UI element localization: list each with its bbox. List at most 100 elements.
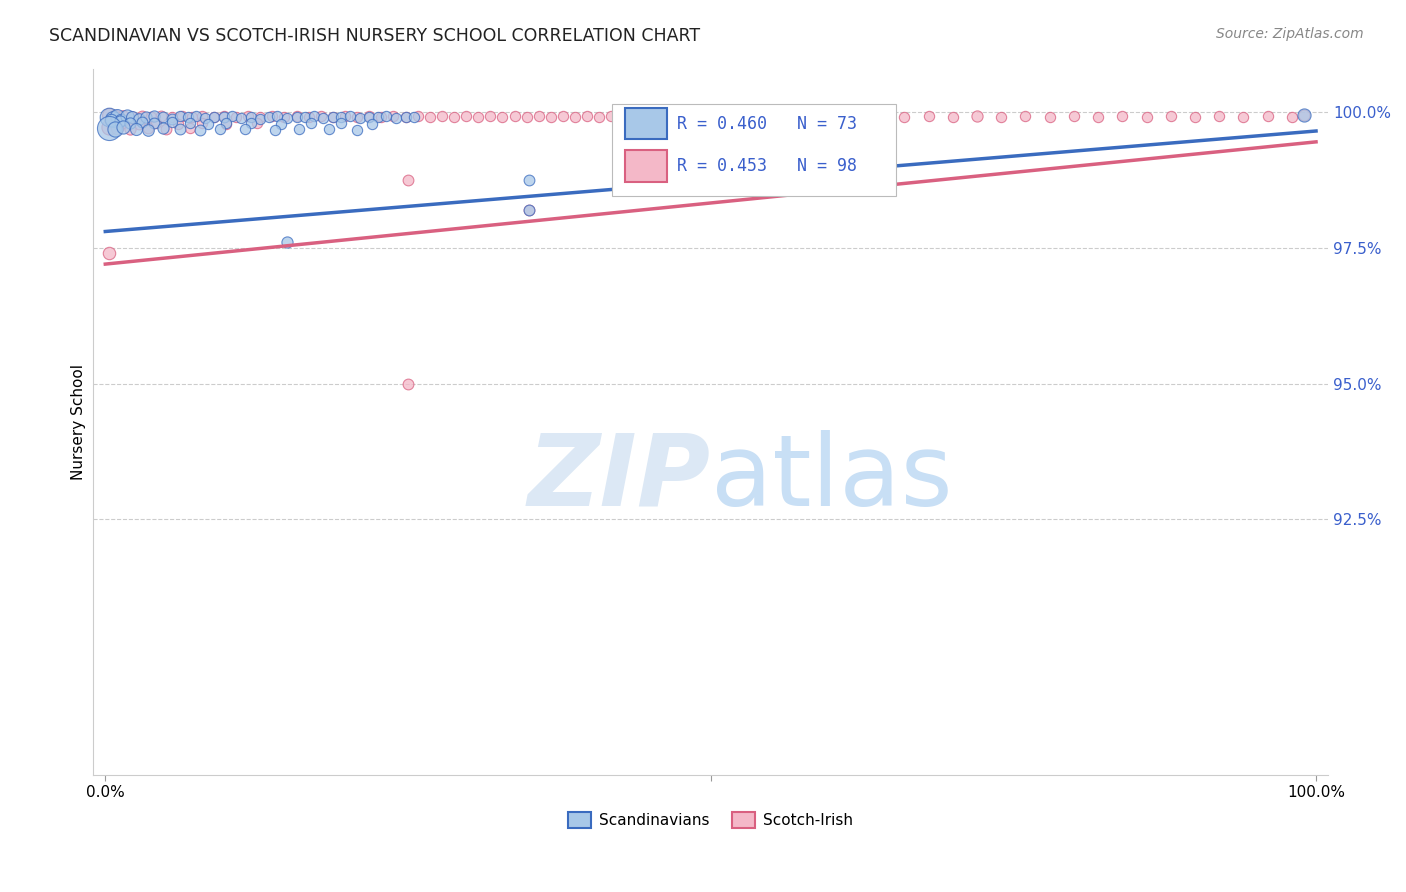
Point [624,109,647,123]
Point [136,121,159,136]
Point [346,111,368,125]
Point [772,109,794,123]
Y-axis label: Nursery School: Nursery School [72,364,86,480]
Point [1014,109,1036,123]
Point [202,111,225,125]
Point [966,109,988,123]
Point [97,246,120,260]
Point [360,117,382,131]
Point [893,111,915,125]
Point [869,109,891,123]
Point [1208,109,1230,123]
Point [121,111,143,125]
Point [1087,111,1109,125]
Point [322,110,344,124]
Point [169,109,191,123]
Point [179,121,201,136]
Point [699,109,721,123]
Point [808,111,831,125]
Point [238,109,260,123]
Point [184,109,207,123]
Point [516,111,538,125]
Point [145,116,167,130]
Point [467,111,489,125]
Point [367,111,389,125]
Point [1281,111,1303,125]
Point [349,111,371,125]
Point [1111,109,1133,123]
FancyBboxPatch shape [626,151,668,182]
Point [97,120,120,135]
Point [288,121,311,136]
Point [128,117,150,131]
Point [197,117,219,131]
Legend: Scandinavians, Scotch-Irish: Scandinavians, Scotch-Irish [562,806,859,834]
Point [845,111,868,125]
Point [394,110,416,124]
Point [724,109,747,123]
Point [257,111,280,125]
Point [121,111,143,125]
Point [212,109,235,123]
Point [402,111,425,125]
Point [551,109,574,123]
Point [97,108,120,122]
Point [104,109,127,123]
Point [124,121,146,136]
Point [152,121,174,136]
Point [517,173,540,187]
Point [239,116,262,130]
Point [276,235,298,250]
Point [942,111,965,125]
Point [193,111,215,125]
Point [396,376,419,391]
Point [160,112,183,126]
Point [262,109,284,123]
Point [215,116,238,130]
Point [312,111,335,125]
Point [100,115,122,129]
Point [517,202,540,217]
Text: SCANDINAVIAN VS SCOTCH-IRISH NURSERY SCHOOL CORRELATION CHART: SCANDINAVIAN VS SCOTCH-IRISH NURSERY SCH… [49,27,700,45]
Point [675,109,697,123]
Point [394,111,416,125]
Point [540,111,562,125]
Point [273,111,295,125]
Point [456,109,478,123]
Point [136,123,159,137]
Point [1292,108,1315,122]
Point [294,111,316,125]
Point [309,109,332,123]
Point [419,111,441,125]
Point [270,117,292,131]
Point [527,109,550,123]
Point [181,111,204,125]
Point [188,123,211,137]
Point [115,109,138,123]
Point [648,109,671,123]
Point [318,122,340,136]
Point [688,111,710,125]
Point [503,109,526,123]
Point [101,112,124,126]
Point [637,111,659,125]
Point [339,109,361,123]
Point [370,111,392,125]
Point [221,109,243,123]
Point [796,109,818,123]
Point [135,110,157,124]
Text: atlas: atlas [710,430,952,526]
Point [112,116,135,130]
Point [333,109,356,123]
Point [131,115,153,129]
Text: ZIP: ZIP [527,430,710,526]
Point [761,111,783,125]
Point [246,116,269,130]
Point [97,111,120,125]
Point [576,109,599,123]
Point [215,117,238,131]
Point [785,111,807,125]
Text: R = 0.460   N = 73: R = 0.460 N = 73 [678,114,858,133]
Point [588,111,610,125]
Point [169,122,191,136]
